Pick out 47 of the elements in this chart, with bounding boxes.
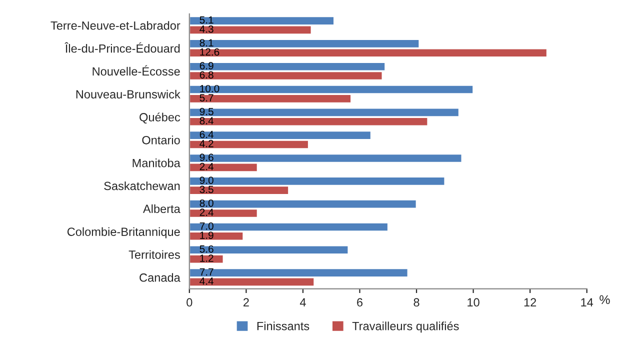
data-label: 3.5 (200, 186, 214, 194)
data-label: 10.0 (200, 84, 220, 92)
x-tick-label: 12 (524, 298, 536, 306)
y-tick-label: Terre-Neuve-et-Labrador (50, 21, 180, 30)
x-tick-label: 14 (581, 298, 594, 306)
data-label: 8.4 (200, 117, 214, 124)
y-tick-label: Manitoba (132, 158, 180, 168)
data-label: 9.6 (200, 154, 214, 162)
data-label: 2.4 (200, 162, 214, 170)
legend-label: Finissants (257, 322, 310, 330)
y-tick-label: Colombie-Britannique (67, 227, 180, 238)
data-label: 9.5 (200, 108, 214, 116)
data-label: 2.4 (200, 208, 214, 216)
data-label: 6.4 (200, 130, 214, 138)
y-tick-label: Ontario (142, 136, 180, 144)
data-label: 9.0 (200, 176, 214, 184)
y-tick-label: Canada (140, 273, 180, 282)
data-label: 4.3 (200, 25, 214, 33)
x-tick-label: 8 (414, 298, 420, 307)
data-label: 1.9 (200, 232, 214, 239)
x-tick-label: 0 (186, 298, 192, 307)
y-tick-label: Nouveau-Brunswick (76, 90, 180, 98)
y-tick-label: Territoires (128, 250, 180, 259)
x-tick-label: 10 (468, 298, 480, 307)
data-label: 7.7 (200, 268, 214, 276)
data-label: 5.6 (200, 245, 214, 253)
y-tick-label: Alberta (143, 204, 180, 214)
x-tick-label: 4 (300, 298, 306, 306)
y-tick-label: Île-du-Prince-Édouard (64, 42, 180, 53)
data-label: 6.8 (200, 71, 214, 79)
data-label: 8.0 (200, 199, 214, 207)
y-tick-label: Saskatchewan (104, 181, 180, 190)
data-label: 8.1 (200, 39, 214, 46)
x-tick-label: 2 (243, 298, 249, 306)
x-axis-title: % (600, 295, 610, 304)
data-label: 1.2 (200, 254, 214, 262)
data-label: 4.4 (200, 277, 214, 285)
data-label: 12.6 (200, 48, 220, 56)
data-label: 5.1 (200, 16, 214, 24)
y-tick-label: Québec (140, 112, 180, 124)
y-tick-label: Nouvelle-Écosse (92, 65, 180, 76)
data-label: 7.0 (200, 222, 214, 230)
legend-label: Travailleurs qualifiés (352, 321, 459, 333)
data-label: 4.2 (200, 140, 214, 148)
x-tick-label: 6 (357, 298, 362, 307)
data-label: 6.9 (200, 62, 214, 70)
data-label: 5.7 (200, 94, 214, 102)
